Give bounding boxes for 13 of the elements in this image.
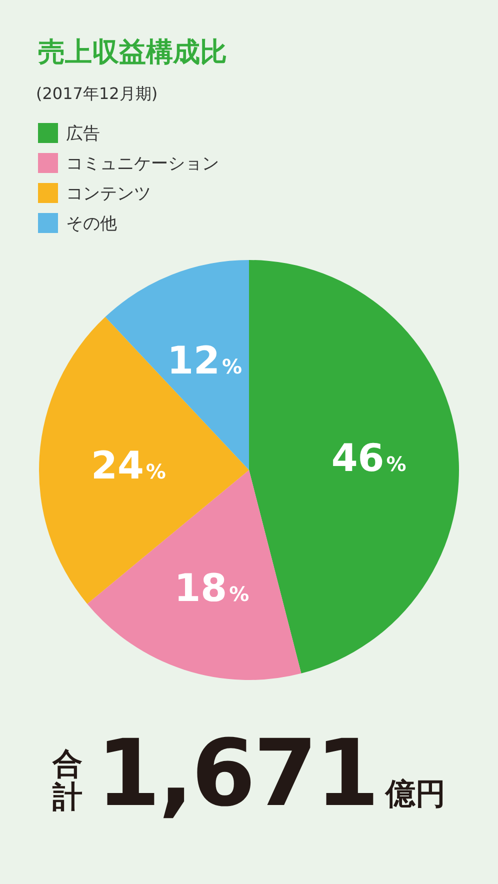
legend-label: コンテンツ xyxy=(66,182,151,204)
legend-label: 広告 xyxy=(66,122,100,144)
data-label: 46% xyxy=(331,436,406,480)
data-label: 24% xyxy=(91,443,166,488)
chart-subtitle: (2017年12月期) xyxy=(36,84,158,105)
text: 合計 xyxy=(52,747,82,815)
chart-title: 売上収益構成比 xyxy=(38,36,227,70)
text: 億円 xyxy=(386,777,446,812)
legend-label: コミュニケーション xyxy=(66,152,219,174)
legend-label: その他 xyxy=(66,212,117,234)
data-label: 12% xyxy=(167,338,242,383)
data-label: 18% xyxy=(174,566,250,610)
text: 1,671 xyxy=(96,720,378,827)
